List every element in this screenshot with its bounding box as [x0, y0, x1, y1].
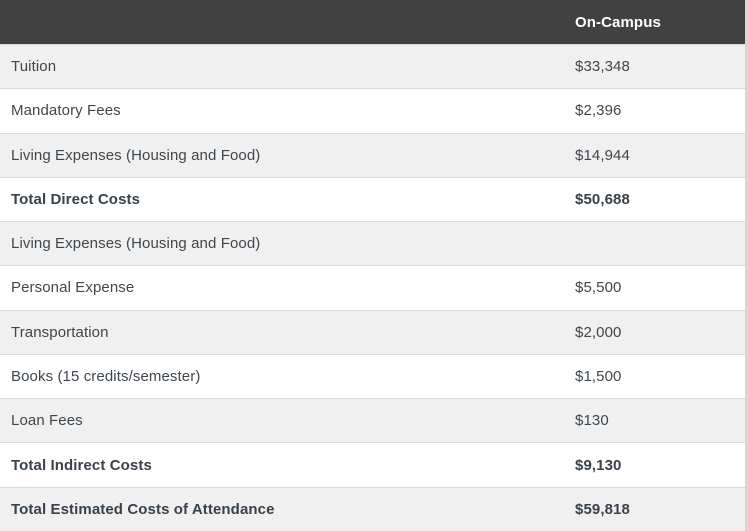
row-label: Personal Expense: [11, 279, 135, 297]
table-row: Total Indirect Costs $9,130: [0, 442, 745, 487]
table-row: Living Expenses (Housing and Food): [0, 221, 745, 266]
row-value: $130: [575, 412, 609, 430]
row-value: $59,818: [575, 500, 630, 518]
row-value: $2,000: [575, 323, 622, 341]
table-row: Books (15 credits/semester) $1,500: [0, 353, 745, 399]
row-label: Living Expenses (Housing and Food): [11, 235, 261, 253]
row-label: Total Estimated Costs of Attendance: [11, 500, 275, 518]
table-row: Total Estimated Costs of Attendance $59,…: [0, 486, 745, 531]
row-value: $9,130: [575, 456, 622, 474]
row-value: $50,688: [575, 190, 630, 208]
row-label: Transportation: [11, 323, 109, 341]
row-label: Books (15 credits/semester): [11, 367, 201, 385]
row-label: Mandatory Fees: [11, 102, 121, 120]
row-value: $1,500: [575, 367, 622, 385]
table-row: Tuition $33,348: [0, 44, 745, 89]
header-on-campus-cell: On-Campus: [575, 13, 661, 31]
table-row: Mandatory Fees $2,396: [0, 88, 745, 133]
table-row: Transportation $2,000: [0, 309, 745, 354]
row-value: $14,944: [575, 146, 630, 164]
row-value: $2,396: [575, 102, 622, 120]
table-row: Total Direct Costs $50,688: [0, 176, 745, 222]
row-label: Living Expenses (Housing and Food): [11, 146, 261, 164]
row-label: Total Direct Costs: [11, 190, 141, 208]
row-label: Tuition: [11, 58, 57, 76]
table-header-row: On-Campus: [0, 0, 745, 44]
row-label: Total Indirect Costs: [11, 456, 152, 474]
table-row: Living Expenses (Housing and Food) $14,9…: [0, 132, 745, 177]
table-body: Tuition $33,348 Mandatory Fees $2,396 Li…: [0, 44, 745, 531]
row-label: Loan Fees: [11, 412, 83, 430]
table-row: Personal Expense $5,500: [0, 265, 745, 310]
row-value: $33,348: [575, 58, 630, 76]
table-row: Loan Fees $130: [0, 398, 745, 443]
row-value: $5,500: [575, 279, 622, 297]
